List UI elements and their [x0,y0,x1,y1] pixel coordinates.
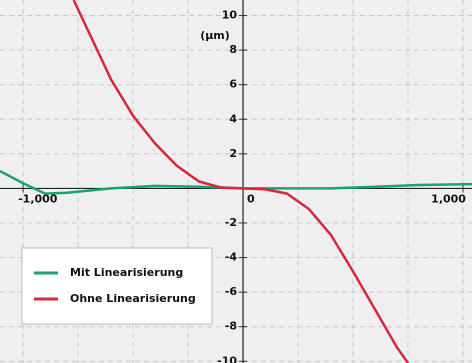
y-tick-label: -8 [225,320,237,333]
series-line [0,170,472,195]
y-tick-label: -6 [225,285,238,298]
y-tick-label: -2 [225,216,237,229]
y-tick-label: 10 [222,9,238,22]
x-tick-label: 1,000 [431,192,466,205]
labels: -1,000 0 1,000 10 8 6 4 2 -2 -4 -6 -8 -10 [18,9,466,363]
y-axis-label: (μm) [200,29,230,42]
legend-label: Mit Linearisierung [70,266,183,279]
x-tick-label: 0 [247,192,255,205]
y-tick-label: 4 [229,112,237,125]
y-tick-label: 6 [229,78,237,91]
series-line [72,0,410,363]
legend-label: Ohne Linearisierung [70,292,196,305]
y-tick-label: -10 [217,354,237,363]
legend: Mit Linearisierung Ohne Linearisierung [21,247,213,325]
y-tick-label: 8 [229,43,237,56]
y-tick-label: -4 [225,251,238,264]
y-tick-label: 2 [229,147,237,160]
legend-box [21,247,213,325]
x-tick-label: -1,000 [18,192,58,205]
